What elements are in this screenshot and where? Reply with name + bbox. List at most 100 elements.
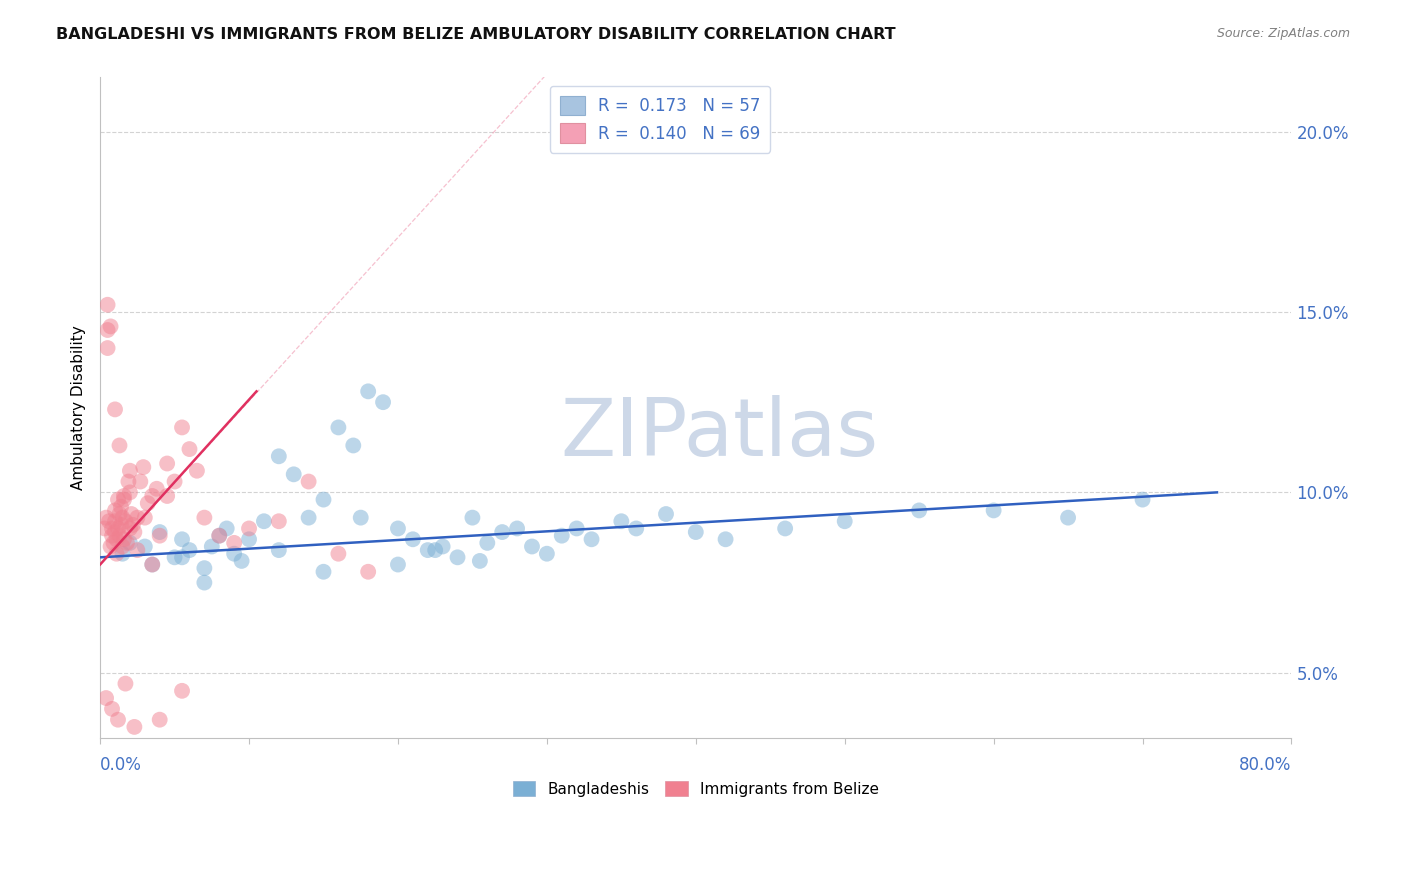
Point xyxy=(141,558,163,572)
Point xyxy=(506,521,529,535)
Point xyxy=(193,561,215,575)
Text: 0.0%: 0.0% xyxy=(100,756,142,773)
Point xyxy=(107,492,129,507)
Text: 80.0%: 80.0% xyxy=(1239,756,1292,773)
Point xyxy=(103,536,125,550)
Point xyxy=(224,547,246,561)
Point xyxy=(468,554,491,568)
Point xyxy=(267,543,290,558)
Point xyxy=(163,475,186,489)
Point xyxy=(108,529,131,543)
Point xyxy=(170,683,193,698)
Point xyxy=(461,510,484,524)
Point xyxy=(104,524,127,539)
Point xyxy=(118,485,141,500)
Point xyxy=(312,492,335,507)
Point xyxy=(141,489,163,503)
Point xyxy=(342,438,364,452)
Point xyxy=(114,514,136,528)
Point xyxy=(97,323,120,337)
Text: BANGLADESHI VS IMMIGRANTS FROM BELIZE AMBULATORY DISABILITY CORRELATION CHART: BANGLADESHI VS IMMIGRANTS FROM BELIZE AM… xyxy=(56,27,896,42)
Point xyxy=(124,524,146,539)
Point xyxy=(105,533,128,547)
Point xyxy=(312,565,335,579)
Point xyxy=(283,467,305,482)
Point xyxy=(145,482,167,496)
Point xyxy=(350,510,373,524)
Point xyxy=(215,521,238,535)
Point xyxy=(111,547,134,561)
Point xyxy=(179,442,201,456)
Point xyxy=(551,529,574,543)
Point xyxy=(100,319,122,334)
Point xyxy=(118,536,141,550)
Point xyxy=(297,475,319,489)
Point xyxy=(1057,510,1080,524)
Point xyxy=(491,524,513,539)
Point xyxy=(93,521,115,535)
Point xyxy=(267,514,290,528)
Point xyxy=(163,550,186,565)
Point xyxy=(112,533,135,547)
Point xyxy=(104,514,127,528)
Point xyxy=(97,341,120,355)
Point xyxy=(416,543,439,558)
Point xyxy=(115,536,138,550)
Point xyxy=(118,464,141,478)
Point xyxy=(117,475,139,489)
Point xyxy=(98,514,121,528)
Point xyxy=(610,514,633,528)
Point xyxy=(132,460,155,475)
Point xyxy=(446,550,468,565)
Point xyxy=(108,507,131,521)
Point xyxy=(107,521,129,535)
Point xyxy=(114,676,136,690)
Text: Source: ZipAtlas.com: Source: ZipAtlas.com xyxy=(1216,27,1350,40)
Point xyxy=(387,521,409,535)
Point xyxy=(297,510,319,524)
Point xyxy=(238,533,260,547)
Point xyxy=(186,464,208,478)
Point xyxy=(127,543,149,558)
Point xyxy=(107,713,129,727)
Point xyxy=(170,550,193,565)
Point xyxy=(565,521,588,535)
Point xyxy=(112,492,135,507)
Point xyxy=(112,489,135,503)
Point xyxy=(193,510,215,524)
Point xyxy=(685,524,707,539)
Y-axis label: Ambulatory Disability: Ambulatory Disability xyxy=(72,326,86,490)
Point xyxy=(94,510,117,524)
Point xyxy=(100,540,122,554)
Point xyxy=(626,521,648,535)
Point xyxy=(118,521,141,535)
Point xyxy=(357,384,380,399)
Point xyxy=(328,547,350,561)
Point xyxy=(908,503,931,517)
Point xyxy=(156,489,179,503)
Point xyxy=(425,543,447,558)
Point xyxy=(124,720,146,734)
Point xyxy=(357,565,380,579)
Point xyxy=(655,507,678,521)
Point xyxy=(110,500,132,514)
Text: ZIPatlas: ZIPatlas xyxy=(561,395,879,473)
Point xyxy=(127,510,149,524)
Point xyxy=(267,450,290,464)
Point xyxy=(156,457,179,471)
Point xyxy=(328,420,350,434)
Point xyxy=(208,529,231,543)
Point xyxy=(134,510,156,524)
Point xyxy=(94,691,117,706)
Point xyxy=(179,543,201,558)
Point xyxy=(208,529,231,543)
Point xyxy=(111,540,134,554)
Point xyxy=(101,529,124,543)
Point xyxy=(97,298,120,312)
Point xyxy=(105,547,128,561)
Point xyxy=(101,521,124,535)
Point xyxy=(104,402,127,417)
Point xyxy=(104,503,127,517)
Point xyxy=(238,521,260,535)
Point xyxy=(149,524,172,539)
